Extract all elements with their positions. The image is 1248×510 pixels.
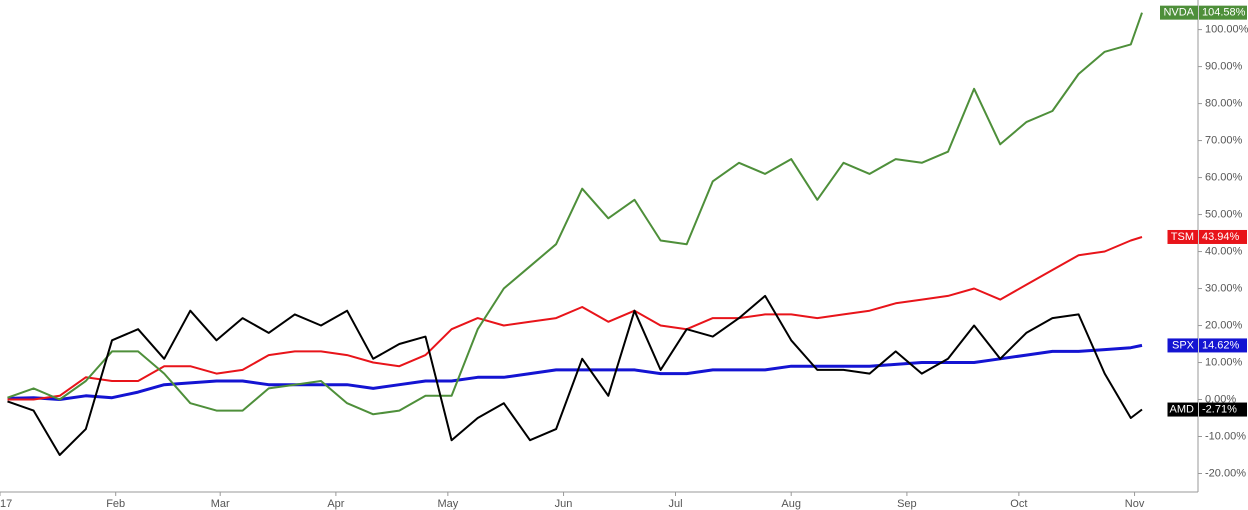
x-tick-label: 2017 [0,498,12,510]
y-tick-label: 40.00% [1205,245,1243,257]
legend-label: NVDA [1163,7,1194,19]
x-tick-label: Nov [1125,498,1145,510]
line [7,12,1143,416]
end-value-box [1199,5,1247,20]
y-tick-label: -10.00% [1205,430,1246,442]
y-tick-label: 100.00% [1205,24,1248,36]
x-tick-label: May [437,498,458,510]
x-tick-label: Oct [1010,498,1027,510]
legend-box [1160,5,1198,20]
line [7,236,1143,401]
x-tick-label: Jun [555,498,573,510]
y-tick-label: 10.00% [1205,356,1243,368]
y-tick-label: 80.00% [1205,97,1243,109]
y-tick-label: 30.00% [1205,282,1243,294]
x-tick-label: Mar [211,498,230,510]
legend-box [1167,402,1198,417]
x-tick-label: Sep [897,498,917,510]
y-tick-label: 90.00% [1205,60,1243,72]
y-tick-label: 20.00% [1205,319,1243,331]
legend-label: SPX [1172,339,1195,351]
legend-box [1167,229,1198,244]
end-value-box [1199,338,1247,353]
end-value-label: -2.71% [1202,403,1237,415]
end-value-label: 104.58% [1202,7,1246,19]
end-value-box [1199,402,1247,417]
x-tick-label: Feb [106,498,125,510]
x-tick-label: Apr [327,498,344,510]
y-tick-label: 0.00% [1205,393,1236,405]
line [7,343,1143,401]
legend-label: TSM [1171,231,1194,243]
y-tick-label: 70.00% [1205,134,1243,146]
y-tick-label: 50.00% [1205,208,1243,220]
legend-box [1167,338,1198,353]
line [7,294,1143,456]
x-tick-label: Jul [668,498,682,510]
end-value-box [1199,229,1247,244]
end-value-label: 14.62% [1202,339,1240,351]
y-tick-label: -20.00% [1205,467,1246,479]
x-tick-label: Aug [781,498,801,510]
y-tick-label: 60.00% [1205,171,1243,183]
legend-label: AMD [1170,403,1195,415]
end-value-label: 43.94% [1202,231,1240,243]
